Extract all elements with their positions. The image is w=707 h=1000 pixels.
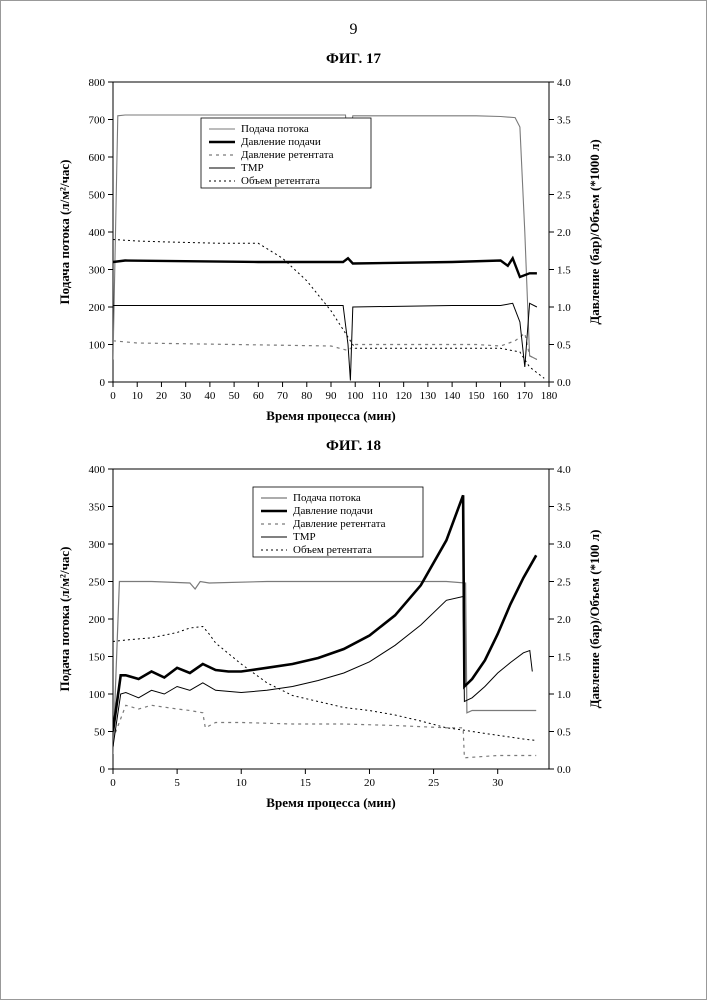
svg-text:200: 200 [89,302,106,314]
svg-text:0: 0 [100,764,106,776]
svg-text:40: 40 [204,390,216,402]
svg-text:15: 15 [300,777,312,789]
svg-text:2.0: 2.0 [557,614,571,626]
svg-text:25: 25 [428,777,440,789]
svg-text:Время процесса (мин): Время процесса (мин) [266,795,395,810]
svg-text:400: 400 [89,464,106,476]
svg-text:0.0: 0.0 [557,377,571,389]
svg-text:3.0: 3.0 [557,152,571,164]
svg-text:0: 0 [100,377,106,389]
svg-text:3.5: 3.5 [557,115,571,127]
legend-label: Объем ретентата [293,544,372,556]
figure-title: ФИГ. 18 [51,438,656,455]
svg-text:140: 140 [444,390,461,402]
svg-text:300: 300 [89,539,106,551]
svg-text:110: 110 [371,390,388,402]
svg-text:4.0: 4.0 [557,77,571,89]
svg-text:90: 90 [326,390,338,402]
legend-label: Давление подачи [293,505,373,517]
svg-text:1.0: 1.0 [557,689,571,701]
legend-label: TMP [293,531,316,543]
svg-text:100: 100 [89,689,106,701]
svg-text:50: 50 [94,727,106,739]
svg-text:Время процесса (мин): Время процесса (мин) [266,408,395,423]
svg-text:200: 200 [89,614,106,626]
figure-title: ФИГ. 17 [51,51,656,68]
svg-text:20: 20 [156,390,168,402]
svg-text:1.5: 1.5 [557,265,571,277]
svg-text:4.0: 4.0 [557,464,571,476]
legend-label: Подача потока [241,123,309,135]
svg-text:0: 0 [110,777,116,789]
legend-label: Подача потока [293,492,361,504]
page-number: 9 [51,21,656,39]
svg-text:Подача потока (л/м²/час): Подача потока (л/м²/час) [57,160,72,305]
svg-text:100: 100 [89,340,106,352]
svg-text:5: 5 [174,777,180,789]
svg-text:250: 250 [89,577,106,589]
chart: 0 10 20 30 40 50 60 70 80 90 100 110 120 130 140 150 160… [51,72,611,432]
svg-text:80: 80 [301,390,313,402]
svg-text:0: 0 [110,390,116,402]
legend-label: Давление ретентата [293,518,386,530]
legend-label: Объем ретентата [241,175,320,187]
chart: 0510152025300501001502002503003504000.00… [51,459,611,819]
svg-text:300: 300 [89,265,106,277]
svg-text:0.5: 0.5 [557,727,571,739]
legend-label: Давление подачи [241,136,321,148]
svg-text:120: 120 [395,390,412,402]
svg-text:0.0: 0.0 [557,764,571,776]
svg-text:60: 60 [253,390,264,402]
svg-text:10: 10 [236,777,248,789]
svg-text:2.0: 2.0 [557,227,571,239]
svg-text:2.5: 2.5 [557,190,571,202]
svg-text:100: 100 [347,390,364,402]
svg-text:30: 30 [180,390,192,402]
svg-text:Давление (бар)/Объем (*100 л): Давление (бар)/Объем (*100 л) [587,530,602,709]
svg-text:70: 70 [277,390,289,402]
svg-text:600: 600 [89,152,106,164]
svg-text:Давление (бар)/Объем (*1000 л): Давление (бар)/Объем (*1000 л) [587,139,602,324]
svg-text:3.0: 3.0 [557,539,571,551]
svg-text:180: 180 [541,390,558,402]
legend-label: Давление ретентата [241,149,334,161]
svg-text:500: 500 [89,190,106,202]
svg-text:800: 800 [89,77,106,89]
svg-text:130: 130 [420,390,437,402]
svg-text:1.5: 1.5 [557,652,571,664]
svg-text:150: 150 [89,652,106,664]
svg-text:10: 10 [132,390,144,402]
svg-text:700: 700 [89,115,106,127]
svg-text:400: 400 [89,227,106,239]
svg-text:Подача потока (л/м²/час): Подача потока (л/м²/час) [57,547,72,692]
svg-text:160: 160 [492,390,509,402]
svg-text:170: 170 [517,390,534,402]
svg-text:2.5: 2.5 [557,577,571,589]
svg-text:30: 30 [492,777,504,789]
svg-text:20: 20 [364,777,376,789]
svg-text:0.5: 0.5 [557,340,571,352]
legend-label: TMP [241,162,264,174]
svg-text:350: 350 [89,502,106,514]
svg-text:1.0: 1.0 [557,302,571,314]
svg-text:150: 150 [468,390,485,402]
svg-text:50: 50 [229,390,241,402]
svg-text:3.5: 3.5 [557,502,571,514]
